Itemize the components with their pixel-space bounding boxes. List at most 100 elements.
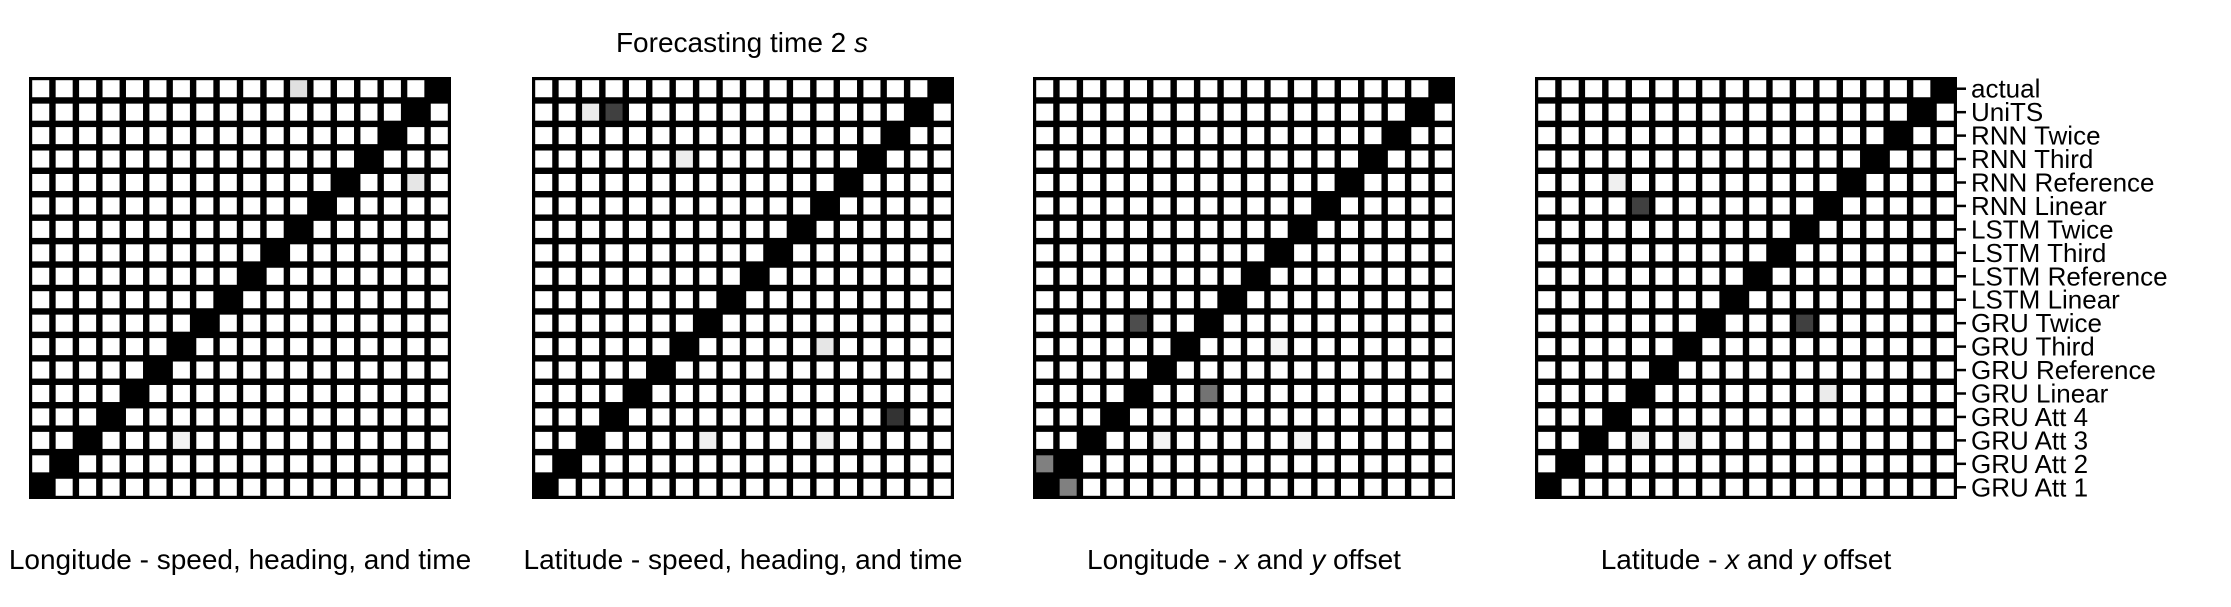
heatmap-cell — [558, 173, 576, 192]
heatmap-cell — [219, 150, 237, 168]
heatmap-cell — [32, 220, 50, 238]
heatmap-cell — [266, 291, 284, 309]
heatmap-cell — [1411, 103, 1429, 121]
heatmap-cell — [407, 244, 425, 262]
heatmap-cell — [1796, 267, 1814, 285]
heatmap-cell — [266, 361, 284, 379]
heatmap-cell — [1083, 408, 1101, 426]
heatmap-cell — [1936, 103, 1954, 121]
heatmap-cell — [1387, 244, 1405, 262]
heatmap-cell — [1796, 80, 1814, 98]
heatmap-cell — [863, 127, 881, 145]
heatmap-cell — [1411, 127, 1429, 145]
heatmap-cell — [1340, 408, 1359, 426]
heatmap-cell — [746, 267, 764, 285]
heatmap-cell — [79, 267, 97, 285]
heatmap-cell — [1842, 267, 1861, 285]
heatmap-cell — [407, 103, 425, 121]
heatmap-cell — [652, 127, 670, 145]
heatmap-cell — [1223, 478, 1241, 496]
heatmap-cell — [1608, 267, 1626, 285]
heatmap-cell — [1538, 361, 1556, 379]
heatmap-cell — [55, 103, 73, 121]
heatmap-cell — [1129, 244, 1148, 262]
heatmap-cell — [1725, 291, 1743, 309]
heatmap-cell — [313, 103, 331, 121]
heatmap-cell — [746, 338, 764, 356]
heatmap-cell — [1866, 173, 1884, 192]
heatmap-cell — [1913, 408, 1931, 426]
heatmap-cell — [722, 338, 740, 356]
heatmap-cell — [430, 431, 448, 449]
heatmap-cell — [102, 127, 120, 145]
heatmap-cell — [558, 127, 576, 145]
heatmap-cell — [407, 384, 425, 403]
heatmap-cell — [336, 314, 355, 332]
heatmap-cell — [675, 127, 693, 145]
heatmap-cell — [722, 220, 740, 238]
heatmap-cell — [1200, 80, 1218, 98]
heatmap-cell — [266, 127, 284, 145]
heatmap-cell — [172, 338, 190, 356]
heatmap-cell — [1819, 197, 1837, 215]
heatmap-cell — [722, 455, 740, 473]
heatmap-cell — [1749, 80, 1767, 98]
heatmap-cell — [722, 361, 740, 379]
heatmap-cell — [172, 384, 190, 403]
heatmap-cell — [360, 244, 378, 262]
heatmap-cell — [407, 408, 425, 426]
heatmap-cell — [1725, 455, 1743, 473]
heatmap-cell — [1200, 291, 1218, 309]
heatmap-cell — [1200, 478, 1218, 496]
heatmap-cell — [1608, 103, 1626, 121]
heatmap-cell — [1631, 291, 1650, 309]
heatmap-cell — [605, 384, 623, 403]
heatmap-cell — [1340, 338, 1359, 356]
heatmap-cell — [1247, 220, 1265, 238]
heatmap-cell — [55, 197, 73, 215]
heatmap-cell — [1364, 338, 1382, 356]
heatmap-cell — [79, 338, 97, 356]
heatmap-cell — [102, 338, 120, 356]
heatmap-cell — [1059, 80, 1077, 98]
heatmap-cell — [628, 338, 647, 356]
heatmap-cell — [1913, 291, 1931, 309]
heatmap-cell — [1819, 291, 1837, 309]
heatmap-cell — [722, 173, 740, 192]
heatmap-cell — [290, 408, 308, 426]
heatmap-cell — [839, 220, 858, 238]
heatmap-cell — [910, 384, 928, 403]
heatmap-cell — [1819, 220, 1837, 238]
heatmap-cell — [1176, 267, 1194, 285]
heatmap-cell — [1678, 314, 1696, 332]
heatmap-cell — [1223, 267, 1241, 285]
heatmap-cell — [266, 150, 284, 168]
heatmap-cell — [933, 267, 951, 285]
heatmap-cell — [1655, 408, 1673, 426]
heatmap-cell — [605, 431, 623, 449]
heatmap-cell — [219, 314, 237, 332]
heatmap-cell — [886, 408, 904, 426]
heatmap-cell — [1585, 220, 1603, 238]
heatmap-cell — [1842, 103, 1861, 121]
heatmap-cell — [1842, 408, 1861, 426]
heatmap-cell — [1655, 173, 1673, 192]
heatmap-panel-3: Longitude - x and y offset — [1033, 77, 1455, 575]
heatmap-cell — [816, 127, 834, 145]
heatmap-cell — [910, 267, 928, 285]
heatmap-cell — [1153, 478, 1171, 496]
heatmap-cell — [383, 197, 401, 215]
heatmap-cell — [675, 314, 693, 332]
heatmap-cell — [1608, 80, 1626, 98]
heatmap-cell — [1561, 478, 1579, 496]
heatmap-cell — [79, 244, 97, 262]
heatmap-cell — [652, 244, 670, 262]
heatmap-cell — [1796, 338, 1814, 356]
heatmap-cell — [886, 127, 904, 145]
heatmap-cell — [1749, 431, 1767, 449]
heatmap-cell — [1749, 244, 1767, 262]
heatmap-cell — [1678, 244, 1696, 262]
heatmap-cell — [582, 127, 600, 145]
heatmap-cell — [172, 314, 190, 332]
heatmap-cell — [1631, 478, 1650, 496]
